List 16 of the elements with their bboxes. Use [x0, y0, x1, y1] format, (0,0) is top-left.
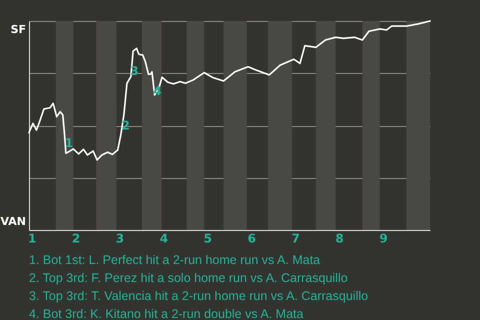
text: VAN [0, 215, 26, 228]
x-tick-label: 1 [28, 232, 36, 246]
x-tick-label: 2 [72, 232, 80, 246]
text: 2. Top 3rd: F. Perez hit a solo home run vs A. Carrasquillo [29, 271, 348, 285]
x-tick-label: 8 [335, 232, 344, 246]
x-tick-label: 4 [160, 232, 168, 246]
x-tick-label: 5 [204, 232, 212, 246]
x-tick-label: 3 [116, 232, 124, 246]
text: SF [10, 23, 26, 36]
x-tick-label: 7 [291, 232, 300, 246]
x-tick-label: 9 [379, 232, 388, 246]
text: 4. Bot 3rd: K. Kitano hit a 2-run double vs A. Mata [29, 307, 304, 320]
x-tick-label: 6 [248, 232, 256, 246]
annotation: 1 [64, 136, 74, 150]
text: 1. Bot 1st: L. Perfect hit a 2-run home run vs A. Mata [29, 253, 320, 267]
text: 3. Top 3rd: T. Valencia hit a 2-run home run vs A. Carrasquillo [29, 289, 368, 303]
